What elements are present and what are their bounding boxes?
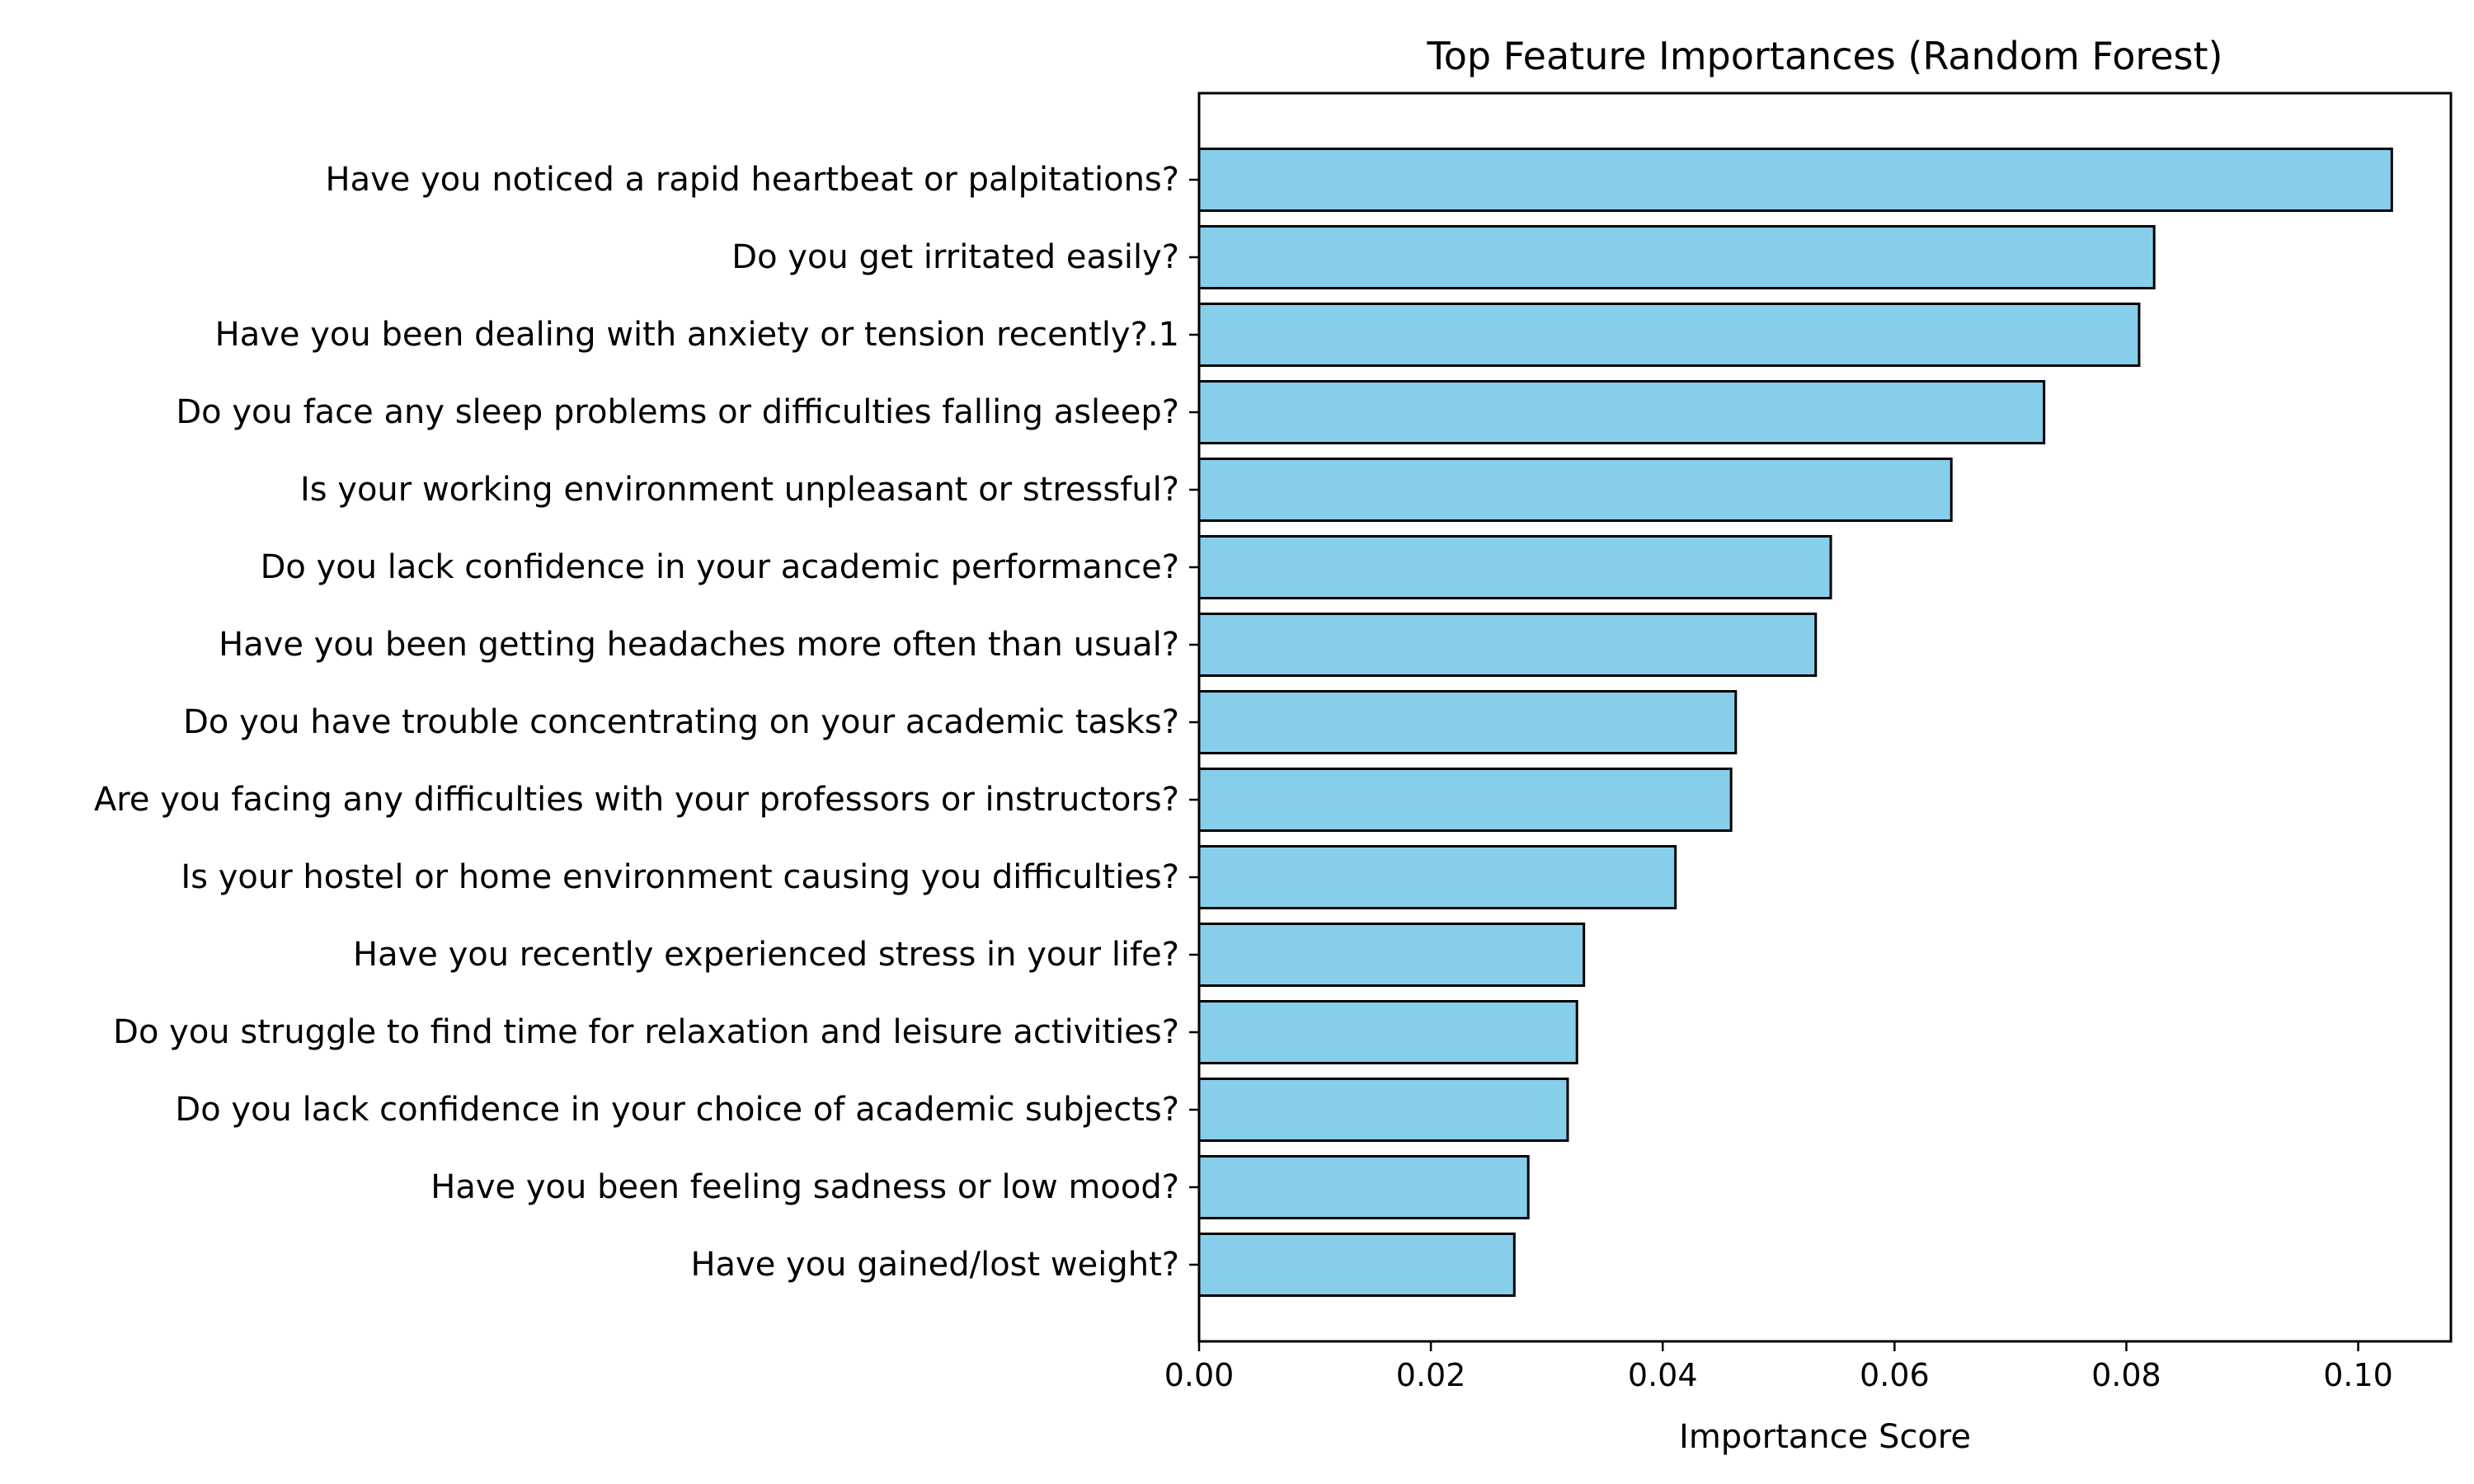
category-label: Have you recently experienced stress in … [353,936,1179,974]
bar [1197,1078,1569,1142]
bar [1197,613,1818,677]
bar [1197,148,2393,212]
category-label: Is your working environment unpleasant o… [300,471,1179,509]
x-axis-label: Importance Score [1679,1418,1971,1456]
x-tick-label: 0.10 [2323,1357,2393,1393]
category-label: Do you lack confidence in your academic … [261,548,1179,586]
bar [1197,380,2046,444]
category-label: Do you face any sleep problems or diffic… [176,393,1179,431]
bar [1197,1233,1516,1297]
category-label: Have you gained/lost weight? [690,1246,1179,1284]
x-tick-label: 0.04 [1628,1357,1698,1393]
bar [1197,845,1677,909]
x-tick-label: 0.06 [1860,1357,1930,1393]
bar [1197,225,2156,289]
category-label: Is your hostel or home environment causi… [181,858,1179,896]
category-label: Have you been dealing with anxiety or te… [215,316,1179,354]
category-label: Do you struggle to find time for relaxat… [113,1013,1179,1051]
category-labels: Have you noticed a rapid heartbeat or pa… [94,161,1199,1284]
category-label: Have you been getting headaches more oft… [219,626,1179,664]
category-label: Do you have trouble concentrating on you… [183,703,1179,741]
chart-title: Top Feature Importances (Random Forest) [1426,34,2222,78]
bar [1197,1155,1530,1219]
bar [1197,923,1586,987]
x-axis-ticks: 0.00 0.02 0.04 0.06 0.08 0.10 [1164,1341,2393,1393]
category-label: Have you been feeling sadness or low moo… [430,1168,1179,1206]
bars-group [1197,148,2393,1297]
category-label: Are you facing any difficulties with you… [94,781,1179,819]
category-label: Have you noticed a rapid heartbeat or pa… [326,161,1179,199]
bar [1197,303,2141,367]
bar [1197,768,1733,832]
x-tick-label: 0.08 [2091,1357,2161,1393]
bar [1197,1000,1578,1064]
category-label: Do you get irritated easily? [731,238,1179,276]
bar [1197,690,1738,754]
x-tick-label: 0.02 [1396,1357,1466,1393]
x-tick-label: 0.00 [1164,1357,1235,1393]
category-label: Do you lack confidence in your choice of… [175,1091,1179,1129]
plot-frame [1197,92,2453,1343]
bar [1197,535,1832,599]
bar [1197,458,1953,522]
